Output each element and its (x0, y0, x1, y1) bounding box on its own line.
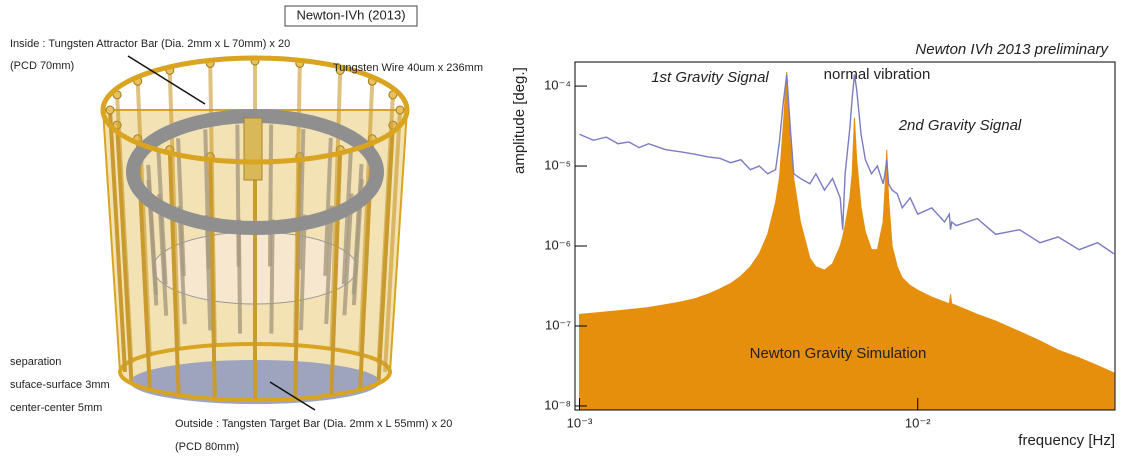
figure: Newton-IVh (2013) Inside : Tungsten Attr… (0, 0, 1123, 457)
annotation: 1st Gravity Signal (651, 69, 769, 86)
y-tick-label: 10⁻⁵ (544, 157, 571, 172)
attractor-bar (237, 125, 238, 267)
outside-label: Outside : Tangsten Target Bar (Dia. 2mm … (175, 418, 452, 430)
annotation: Newton Gravity Simulation (750, 345, 927, 362)
bar-cap (396, 106, 404, 114)
inside-pcd: (PCD 70mm) (10, 60, 74, 72)
y-tick-label: 10⁻⁸ (544, 397, 571, 412)
chart-title: Newton IVh 2013 preliminary (915, 41, 1109, 58)
bar-cap (106, 106, 114, 114)
y-tick-label: 10⁻⁴ (544, 78, 571, 93)
y-axis-label: amplitude [deg.] (511, 67, 528, 174)
x-tick-label: 10⁻³ (567, 415, 593, 430)
separation-text: separation (10, 356, 61, 368)
annotation: 2nd Gravity Signal (898, 117, 1022, 134)
apparatus-diagram: Newton-IVh (2013) Inside : Tungsten Attr… (10, 6, 483, 453)
page: Newton-IVh (2013) Inside : Tungsten Attr… (0, 0, 1123, 457)
x-axis-label: frequency [Hz] (1018, 432, 1115, 449)
diagram-title: Newton-IVh (2013) (296, 7, 405, 22)
inside-label: Inside : Tungsten Attractor Bar (Dia. 2m… (10, 38, 290, 50)
wire-label: Tungsten Wire 40um x 236mm (333, 62, 483, 74)
x-tick-label: 10⁻² (905, 415, 931, 430)
y-tick-label: 10⁻⁷ (545, 317, 571, 332)
attractor-bar (270, 125, 271, 267)
y-tick-label: 10⁻⁶ (544, 237, 571, 252)
annotation: normal vibration (824, 66, 931, 83)
outside-pcd: (PCD 80mm) (175, 441, 239, 453)
center-rod (244, 118, 262, 180)
separation-text: suface-surface 3mm (10, 379, 110, 391)
separation-text: center-center 5mm (10, 402, 102, 414)
